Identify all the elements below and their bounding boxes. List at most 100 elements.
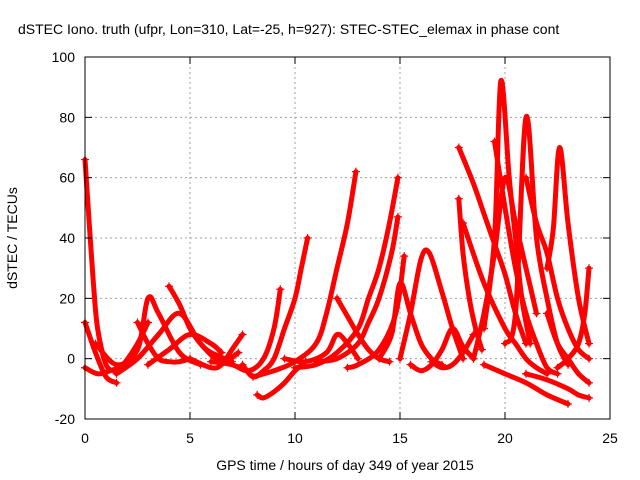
x-tick-label: 15 — [392, 430, 408, 446]
data-point — [354, 354, 362, 363]
data-series — [144, 331, 226, 369]
data-point — [427, 357, 436, 366]
data-point — [406, 360, 415, 369]
x-axis-label: GPS time / hours of day 349 of year 2015 — [216, 457, 474, 473]
series-line — [523, 175, 592, 362]
chart-title: dSTEC Iono. truth (ufpr, Lon=310, Lat=-2… — [18, 21, 559, 37]
data-point — [112, 378, 121, 387]
y-tick-label: 0 — [67, 351, 75, 367]
data-point — [351, 167, 360, 176]
data-point — [238, 330, 247, 339]
data-point — [480, 360, 488, 369]
data-point — [522, 173, 530, 182]
data-point — [291, 363, 299, 372]
data-point — [585, 354, 593, 363]
data-point — [501, 339, 509, 348]
data-point — [454, 194, 463, 203]
data-point — [303, 234, 312, 242]
series-line — [145, 331, 224, 368]
data-point — [553, 363, 562, 372]
data-point — [459, 218, 467, 227]
y-axis-label: dSTEC / TECUs — [4, 187, 20, 289]
x-axis-ticks: 0 5 10 15 20 25 — [81, 57, 618, 446]
series-line — [523, 371, 592, 401]
data-point — [585, 264, 593, 273]
data-point — [343, 363, 352, 372]
data-point — [333, 294, 341, 303]
data-point — [532, 309, 541, 318]
data-point — [585, 378, 593, 387]
data-point — [543, 309, 551, 318]
x-tick-label: 25 — [602, 430, 618, 446]
data-point — [393, 212, 402, 221]
data-point — [522, 369, 530, 378]
data-point — [400, 252, 409, 261]
data-series — [207, 285, 285, 374]
data-point — [585, 393, 593, 402]
y-tick-label: 100 — [52, 49, 76, 65]
series-line — [429, 332, 476, 371]
data-point — [454, 143, 463, 152]
data-point — [234, 348, 243, 357]
series-line — [82, 320, 119, 386]
series-line — [555, 265, 592, 371]
x-tick-label: 10 — [287, 430, 303, 446]
data-series — [480, 360, 572, 408]
data-point — [238, 360, 247, 369]
series-line — [313, 214, 401, 365]
data-point — [469, 354, 478, 363]
series-line — [408, 326, 476, 374]
data-series — [553, 264, 593, 372]
series-line — [208, 286, 283, 374]
data-point — [276, 285, 285, 294]
data-point — [253, 390, 262, 399]
series-line — [250, 169, 359, 380]
series-line — [135, 320, 193, 365]
data-point — [375, 354, 383, 363]
data-point — [133, 318, 142, 327]
data-point — [385, 357, 394, 366]
data-point — [543, 264, 551, 273]
y-tick-label: 60 — [59, 170, 75, 186]
y-tick-label: 20 — [59, 290, 75, 306]
series-line — [492, 139, 560, 377]
x-tick-label: 0 — [81, 430, 89, 446]
data-point — [585, 339, 593, 348]
data-point — [490, 137, 499, 146]
series-line — [93, 294, 203, 368]
x-tick-label: 5 — [186, 430, 194, 446]
data-point — [396, 354, 404, 363]
data-point — [186, 354, 194, 363]
data-point — [526, 339, 535, 348]
data-point — [280, 354, 289, 363]
data-series — [522, 369, 593, 402]
data-point — [312, 357, 320, 366]
data-point — [249, 372, 257, 381]
data-point — [217, 348, 226, 357]
x-tick-label: 20 — [497, 430, 513, 446]
y-axis-ticks: -20 0 20 40 60 80 100 — [52, 49, 610, 427]
data-point — [564, 399, 572, 408]
data-series — [459, 218, 551, 378]
series-line — [544, 144, 592, 347]
data-point — [477, 345, 486, 354]
y-tick-label: -20 — [55, 411, 75, 427]
series-line — [82, 157, 117, 374]
data-point — [144, 360, 152, 369]
data-point — [91, 339, 100, 348]
y-tick-label: 80 — [59, 109, 75, 125]
data-point — [207, 357, 215, 366]
data-point — [112, 369, 121, 378]
y-tick-label: 40 — [59, 230, 75, 246]
data-series — [312, 212, 402, 366]
data-marks — [81, 78, 593, 408]
series-line — [481, 362, 571, 407]
data-point — [393, 173, 402, 182]
data-series — [249, 167, 360, 381]
data-point — [165, 282, 173, 291]
data-series — [522, 173, 593, 363]
data-series — [543, 144, 593, 348]
data-point — [480, 324, 488, 333]
